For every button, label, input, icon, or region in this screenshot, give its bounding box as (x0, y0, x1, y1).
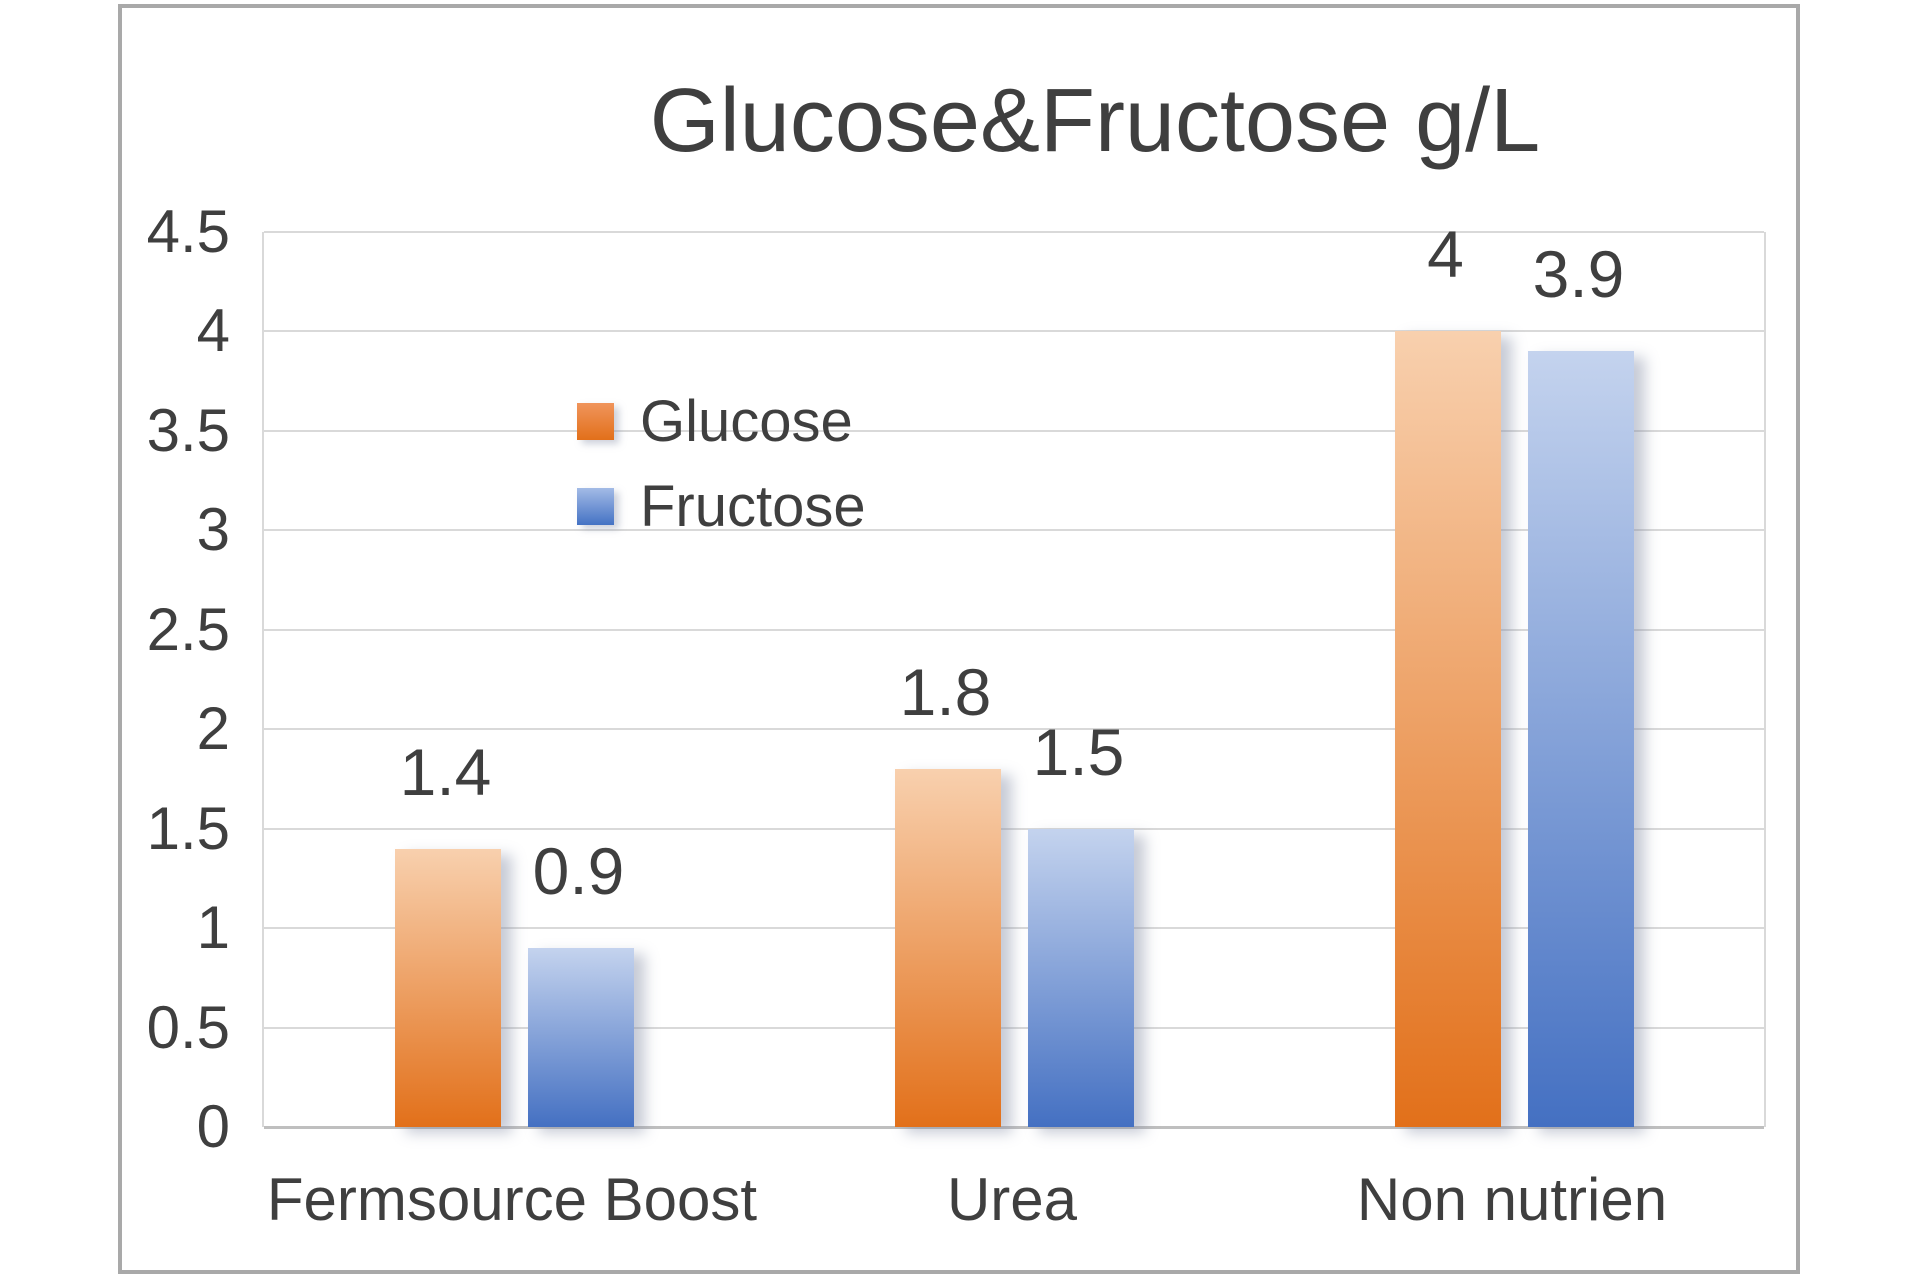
y-axis-tick-label: 0 (196, 1093, 230, 1160)
x-axis-line (264, 1126, 1764, 1129)
gridline (264, 529, 1764, 532)
data-label-fructose-fermsource-boost: 0.9 (532, 834, 625, 908)
legend-label-fructose: Fructose (640, 473, 866, 539)
x-axis-category-label: Non nutrien (1356, 1166, 1668, 1233)
legend-item-glucose: Glucose (577, 389, 853, 454)
y-axis-tick-label: 3 (196, 496, 230, 564)
gridline (264, 429, 1764, 432)
gridline (264, 1026, 1764, 1029)
bar-fructose-non-nutrien (1527, 351, 1634, 1127)
data-label-fructose-non-nutrien: 3.9 (1532, 237, 1625, 312)
bar-glucose-fermsource-boost (394, 848, 501, 1127)
gridline (264, 728, 1764, 731)
gridline (264, 231, 1764, 233)
bar-fructose-urea (1027, 828, 1134, 1127)
y-axis-tick-label: 4 (196, 297, 230, 365)
gridline (264, 827, 1764, 830)
y-axis-tick-label: 1 (196, 894, 230, 962)
legend-item-fructose: Fructose (577, 474, 866, 539)
x-axis-category-label: Fermsource Boost (266, 1166, 758, 1233)
legend-swatch-fructose-icon (577, 487, 614, 525)
y-axis-tick-label: 1.5 (146, 794, 230, 862)
bar-glucose-urea (894, 769, 1001, 1127)
data-label-fructose-urea: 1.5 (1032, 714, 1125, 789)
legend-label-glucose: Glucose (640, 388, 853, 454)
bar-fructose-fermsource-boost (527, 948, 634, 1127)
bar-glucose-non-nutrien (1394, 331, 1501, 1127)
gridline (264, 330, 1764, 333)
data-label-glucose-fermsource-boost: 1.4 (399, 734, 492, 809)
x-axis-category-label: Urea (946, 1166, 1078, 1233)
data-label-glucose-urea: 1.8 (899, 655, 992, 729)
chart-title: Glucose&Fructose g/L (649, 71, 1541, 171)
y-axis-tick-label: 2 (196, 695, 230, 763)
y-axis-tick-label: 4.5 (146, 198, 230, 265)
legend-swatch-glucose-icon (577, 402, 614, 440)
y-axis-tick-label: 3.5 (146, 396, 230, 464)
data-label-glucose-non-nutrien: 4 (1427, 217, 1464, 292)
y-axis-tick-label: 2.5 (146, 595, 230, 663)
gridline (264, 927, 1764, 930)
gridline (264, 628, 1764, 631)
y-axis-tick-label: 0.5 (146, 993, 230, 1061)
plot-area (262, 231, 1766, 1129)
